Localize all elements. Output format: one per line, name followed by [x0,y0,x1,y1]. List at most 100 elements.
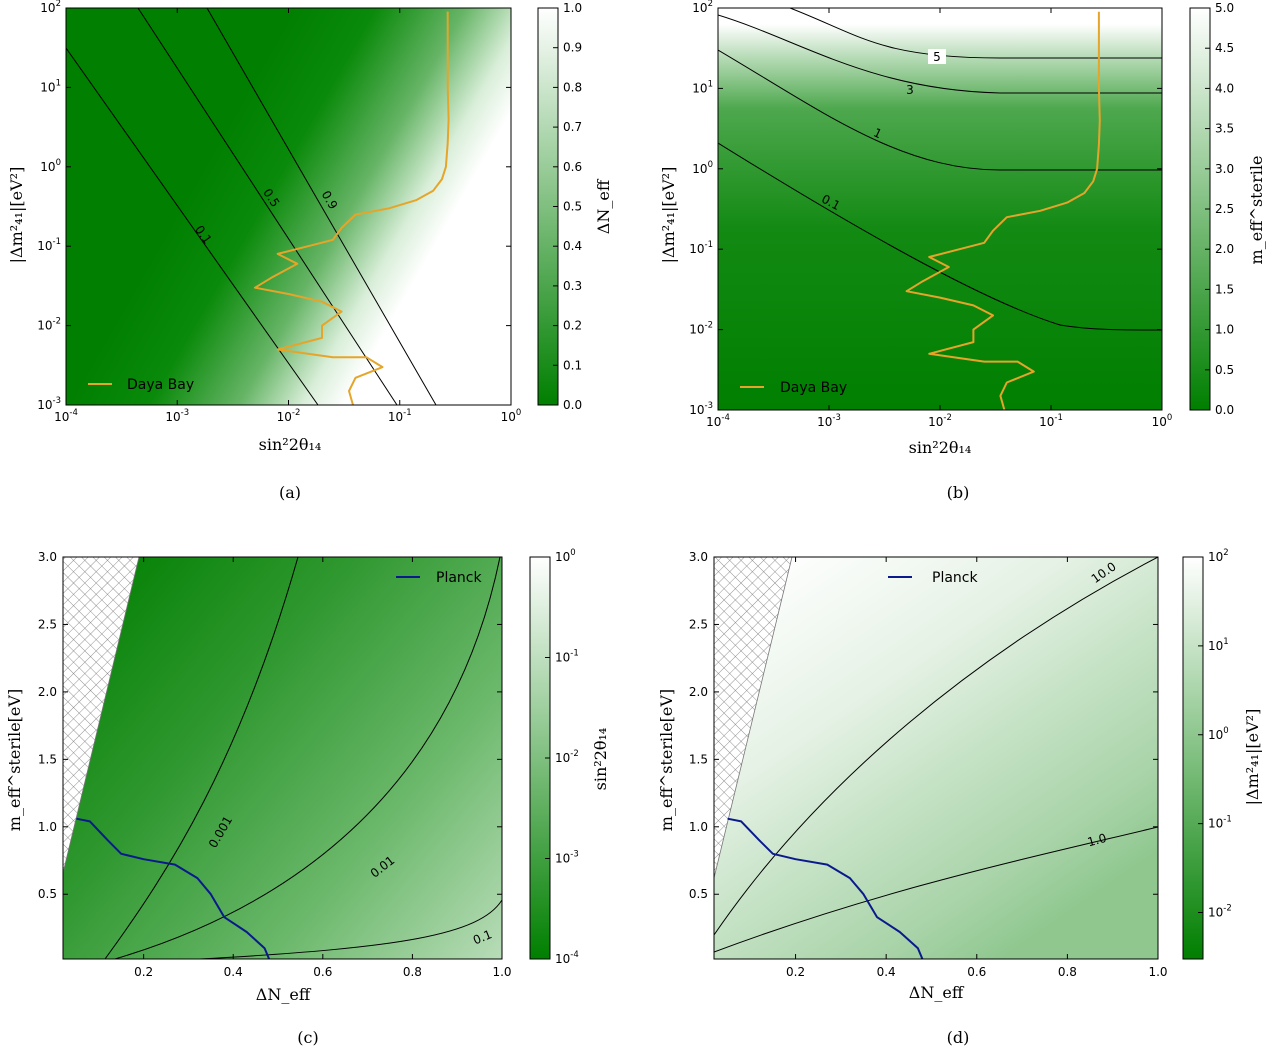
panel-b: 5 3 1 0.1 10-4 10-3 10-2 10-1 100 10-310-210… [659,0,1266,502]
y-tick-label: 102 [40,0,61,15]
contour-line-1.0 [714,826,1158,953]
colorbar-tick-label: 1.5 [1215,282,1234,296]
colorbar-ticks: 0.0 0.5 1.0 1.5 2.0 2.5 3.0 3.5 4.0 4.5 5.0 [1205,1,1234,417]
plot-frame [713,556,1159,960]
y-tick-label: 1.5 [689,752,708,766]
colorbar-tick-label: 10-4 [555,950,579,966]
colorbar-tick-label: 0.1 [563,358,582,372]
colorbar-tick-label: 100 [1208,726,1229,742]
y-tick-label: 101 [40,78,61,94]
colorbar-tick-label: 1.0 [563,1,582,15]
legend: Planck [396,570,482,586]
x-axis-label: ΔN_eff [909,983,965,1002]
contour-line-0.1 [718,142,1162,331]
plot-frame [62,556,503,960]
x-tick-label: 0.6 [967,965,986,979]
y-tick-label: 2.5 [689,617,708,631]
colorbar-tick-label: 0.4 [563,239,582,253]
colorbar-tick-label: 10-3 [555,850,579,866]
y-tick-label: 2.0 [38,685,57,699]
y-tick-label: 100 [692,160,713,176]
planck-curve [76,817,271,959]
contour-label-5: 5 [933,50,941,64]
series-line-planck [727,817,924,959]
x-axis-label: ΔN_eff [256,985,312,1004]
x-ticks: 0.2 0.4 0.6 0.8 1.0 [134,557,512,979]
x-ticks: 10-4 10-3 10-2 10-1 100 [54,8,521,424]
contours [718,8,1162,410]
legend-label-daya-bay: Daya Bay [780,380,847,396]
x-tick-label: 0.2 [786,965,805,979]
y-axis-label: |Δm²₄₁|[eV²] [659,167,678,264]
y-tick-label: 1.0 [38,820,57,834]
y-axis-label: m_eff^sterile[eV] [5,689,24,831]
contour-line-10.0 [714,557,1158,936]
y-tick-label: 102 [692,0,713,15]
contour-line-0.1 [199,899,502,959]
colorbar-tick-label: 10-1 [1208,815,1232,831]
contour-line-0.5 [137,8,398,405]
daya-bay-curve [254,11,450,405]
colorbar-tick-label: 4.5 [1215,41,1234,55]
legend: Daya Bay [88,377,194,393]
x-tick-label: 10-3 [165,408,189,424]
heatmap-background [718,8,1162,410]
x-tick-label: 10-4 [706,413,730,429]
y-tick-label: 10-1 [689,240,713,256]
x-tick-label: 1.0 [1148,965,1167,979]
legend-label-daya-bay: Daya Bay [127,377,194,393]
colorbar-label: m_eff^sterile [1247,156,1266,265]
colorbar-tick-label: 5.0 [1215,1,1234,15]
x-tick-label: 100 [501,408,522,424]
caption-a: (a) [279,483,301,502]
colorbar-tick-label: 0.2 [563,319,582,333]
x-tick-label: 100 [1152,413,1173,429]
contour-line-5 [789,8,1162,59]
y-tick-label: 101 [692,79,713,95]
planck-curve [727,817,924,959]
y-ticks: 0.5 1.0 1.5 2.0 2.5 3.0 [38,550,502,901]
x-tick-label: 0.8 [403,965,422,979]
legend: Daya Bay [740,380,847,396]
x-axis-label: sin²2θ₁₄ [909,438,972,457]
x-tick-label: 10-2 [928,413,952,429]
colorbar-tick-label: 0.9 [563,41,582,55]
x-tick-label: 10-1 [1039,413,1063,429]
contour-line-0.9 [206,8,437,405]
contour-line-1 [718,49,1162,171]
y-ticks: 10-3 10-2 10-1 100 101 102 [37,0,511,412]
y-tick-label: 100 [40,158,61,174]
y-tick-label: 2.5 [38,617,57,631]
y-axis-label: |Δm²₄₁|[eV²] [7,167,26,264]
x-ticks: 10-4 10-3 10-2 10-1 100 [706,8,1172,429]
colorbar-tick-label: 0.0 [1215,403,1234,417]
y-axis-label: m_eff^sterile[eV] [657,689,676,831]
x-tick-label: 0.6 [313,965,332,979]
contour-label-1.0: 1.0 [1086,831,1108,849]
y-tick-label: 0.5 [38,887,57,901]
x-axis-label: sin²2θ₁₄ [259,435,322,454]
panel-a: 0.1 0.5 0.9 10-4 10-3 10-2 10-1 100 10-310-2… [7,0,613,502]
x-tick-label: 10-3 [817,413,841,429]
colorbar-tick-label: 0.3 [563,279,582,293]
contour-label-bg-5 [928,49,946,64]
heatmap-background [714,557,1158,959]
caption-c: (c) [297,1028,318,1047]
contours [714,557,1158,959]
y-tick-label: 10-2 [37,317,61,333]
x-tick-label: 0.8 [1058,965,1077,979]
colorbar-tick-label: 100 [555,548,576,564]
contour-line-0.01 [114,557,501,959]
colorbar-tick-label: 3.0 [1215,162,1234,176]
contour-line-3 [718,14,1162,94]
colorbar-label: ΔN_eff [594,178,613,234]
daya-bay-curve [905,11,1101,410]
contour-line-0.1 [66,47,319,405]
series-line-daya-bay [254,11,450,405]
colorbar-tick-label: 0.6 [563,160,582,174]
colorbar-tick-label: 4.0 [1215,81,1234,95]
x-tick-label: 0.4 [877,965,896,979]
legend: Planck [888,570,978,586]
legend-label-planck: Planck [932,570,978,586]
y-ticks: 10-3 10-2 10-1 100 101 102 [689,0,1162,417]
